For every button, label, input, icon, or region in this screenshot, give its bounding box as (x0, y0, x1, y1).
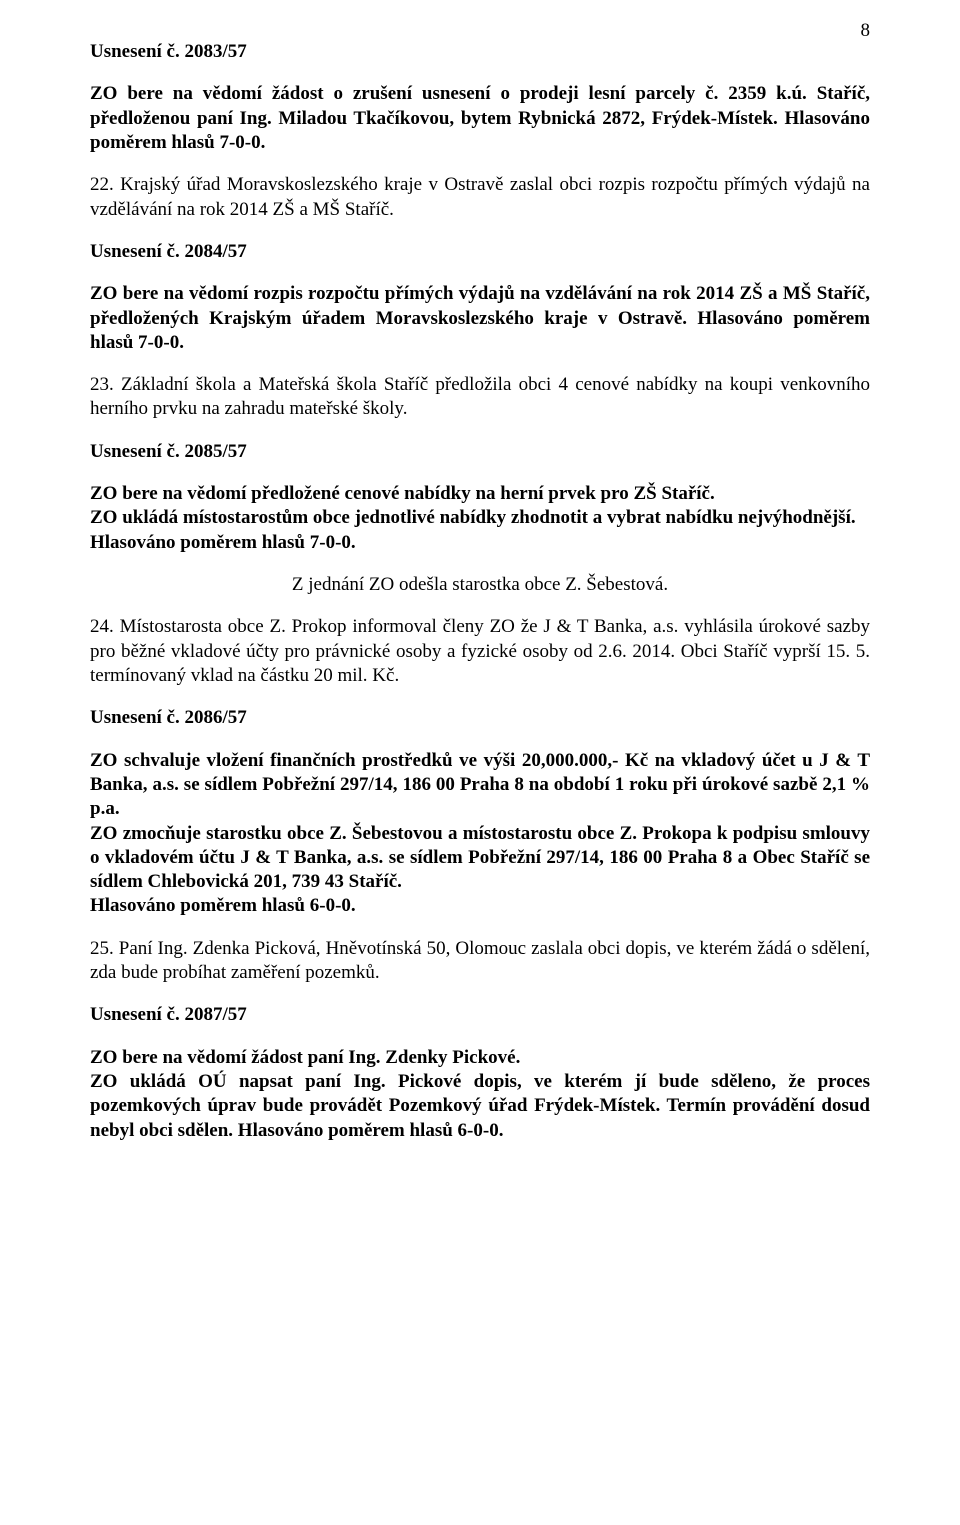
resolution-heading-2087: Usnesení č. 2087/57 (90, 1003, 870, 1027)
resolution-heading-2085: Usnesení č. 2085/57 (90, 440, 870, 464)
resolution-body-2086: ZO schvaluje vložení finančních prostřed… (90, 749, 870, 919)
note-departure: Z jednání ZO odešla starostka obce Z. Še… (90, 573, 870, 597)
resolution-2087-line1: ZO bere na vědomí žádost paní Ing. Zdenk… (90, 1046, 870, 1070)
resolution-2085-line3: Hlasováno poměrem hlasů 7-0-0. (90, 531, 870, 555)
page-number: 8 (861, 20, 871, 42)
resolution-2085-line2: ZO ukládá místostarostům obce jednotlivé… (90, 506, 870, 530)
agenda-item-24: 24. Místostarosta obce Z. Prokop informo… (90, 615, 870, 688)
resolution-2085-line1: ZO bere na vědomí předložené cenové nabí… (90, 482, 870, 506)
resolution-2087-line2: ZO ukládá OÚ napsat paní Ing. Pickové do… (90, 1070, 870, 1143)
page: 8 Usnesení č. 2083/57 ZO bere na vědomí … (0, 0, 960, 1525)
resolution-heading-2086: Usnesení č. 2086/57 (90, 706, 870, 730)
resolution-body-2087: ZO bere na vědomí žádost paní Ing. Zdenk… (90, 1046, 870, 1143)
resolution-heading-2084: Usnesení č. 2084/57 (90, 240, 870, 264)
resolution-2086-line3: Hlasováno poměrem hlasů 6-0-0. (90, 894, 870, 918)
agenda-item-22: 22. Krajský úřad Moravskoslezského kraje… (90, 173, 870, 222)
resolution-heading-2083: Usnesení č. 2083/57 (90, 40, 870, 64)
agenda-item-25: 25. Paní Ing. Zdenka Picková, Hněvotínsk… (90, 937, 870, 986)
resolution-body-2084: ZO bere na vědomí rozpis rozpočtu přímýc… (90, 282, 870, 355)
resolution-body-2085: ZO bere na vědomí předložené cenové nabí… (90, 482, 870, 555)
resolution-2086-line1: ZO schvaluje vložení finančních prostřed… (90, 749, 870, 822)
resolution-2086-line2: ZO zmocňuje starostku obce Z. Šebestovou… (90, 822, 870, 895)
agenda-item-23: 23. Základní škola a Mateřská škola Stař… (90, 373, 870, 422)
resolution-body-2083: ZO bere na vědomí žádost o zrušení usnes… (90, 82, 870, 155)
